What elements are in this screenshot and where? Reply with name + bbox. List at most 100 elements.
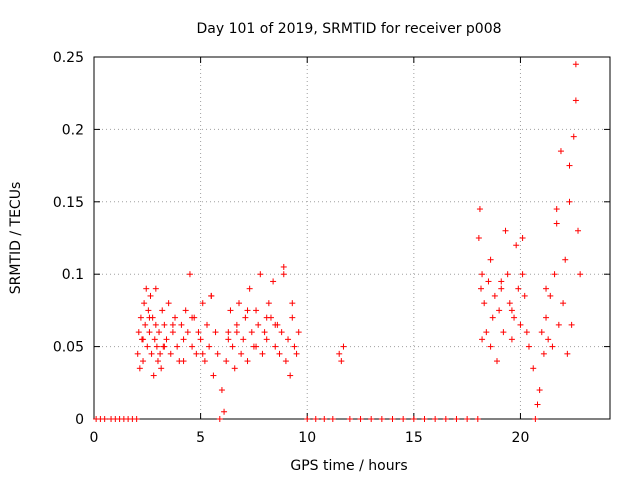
data-point (577, 271, 584, 278)
data-point (432, 416, 439, 422)
data-point (496, 307, 503, 314)
data-point (180, 336, 187, 343)
data-point (575, 227, 582, 234)
data-point (201, 358, 208, 365)
data-point (519, 271, 526, 278)
data-point (193, 350, 200, 357)
data-point (378, 416, 385, 422)
data-point (508, 336, 515, 343)
data-point (487, 256, 494, 263)
data-point (265, 300, 272, 307)
data-point (206, 343, 213, 350)
data-point (570, 133, 577, 140)
y-axis-label: SRMTID / TECUs (8, 182, 24, 295)
data-point (536, 387, 543, 394)
x-axis-label: GPS time / hours (290, 458, 407, 474)
data-point (557, 148, 564, 155)
data-point (400, 416, 407, 422)
data-point (368, 416, 375, 422)
data-point (240, 336, 247, 343)
data-point (464, 416, 471, 422)
data-point (547, 292, 554, 299)
data-point (493, 358, 500, 365)
axis-ticks: 0 0.05 0.1 0.15 0.2 0.25 0 5 10 15 20 (53, 50, 610, 446)
data-point (295, 329, 302, 336)
data-point (231, 365, 238, 372)
data-point (229, 343, 236, 350)
y-tick-label: 0.05 (53, 340, 84, 356)
data-point (543, 285, 550, 292)
data-point (513, 242, 520, 249)
data-point (157, 350, 164, 357)
data-point (498, 285, 505, 292)
grid (94, 57, 610, 419)
data-point (178, 321, 185, 328)
data-point (498, 278, 505, 285)
data-point (551, 271, 558, 278)
data-point (489, 314, 496, 321)
data-point (338, 358, 345, 365)
data-point (263, 336, 270, 343)
y-tick-label: 0.25 (53, 50, 84, 66)
data-point (246, 285, 253, 292)
data-point (312, 416, 319, 422)
data-point (485, 278, 492, 285)
data-point (257, 271, 264, 278)
data-point (161, 321, 168, 328)
data-point (197, 336, 204, 343)
data-point (572, 61, 579, 68)
data-point (244, 307, 251, 314)
data-point (538, 329, 545, 336)
data-point (184, 329, 191, 336)
data-point (134, 350, 141, 357)
data-point (478, 285, 484, 292)
data-point (534, 401, 541, 408)
data-point (568, 321, 575, 328)
data-point (182, 307, 189, 314)
data-point (216, 416, 223, 422)
data-point (248, 329, 255, 336)
x-tick-label: 10 (298, 430, 316, 446)
data-point (280, 271, 287, 278)
data-point (572, 97, 579, 104)
data-point (146, 314, 153, 321)
x-tick-label: 5 (196, 430, 205, 446)
data-point (143, 285, 150, 292)
data-point (147, 292, 154, 299)
data-point (204, 321, 211, 328)
data-point (566, 162, 573, 169)
data-point (242, 314, 249, 321)
data-point (549, 343, 556, 350)
data-point (263, 314, 270, 321)
data-point (508, 307, 515, 314)
data-point (158, 365, 165, 372)
data-point (212, 329, 219, 336)
data-point (142, 321, 149, 328)
data-point (289, 300, 296, 307)
data-point (555, 321, 562, 328)
data-point (523, 329, 530, 336)
data-point (280, 263, 287, 270)
data-point (255, 321, 262, 328)
data-point (476, 206, 483, 213)
data-point (156, 329, 163, 336)
data-point (169, 321, 176, 328)
data-point (291, 343, 298, 350)
data-point (141, 300, 148, 307)
data-point (174, 343, 181, 350)
data-point (152, 285, 159, 292)
data-point (227, 307, 234, 314)
data-point (148, 350, 155, 357)
data-point (136, 365, 143, 372)
data-point (276, 350, 283, 357)
data-point (140, 336, 147, 343)
data-point (487, 343, 494, 350)
data-point (530, 365, 537, 372)
data-point (151, 336, 158, 343)
data-point (140, 358, 147, 365)
x-tick-label: 20 (512, 430, 530, 446)
data-point (517, 321, 524, 328)
data-points (93, 61, 584, 422)
data-point (223, 358, 230, 365)
